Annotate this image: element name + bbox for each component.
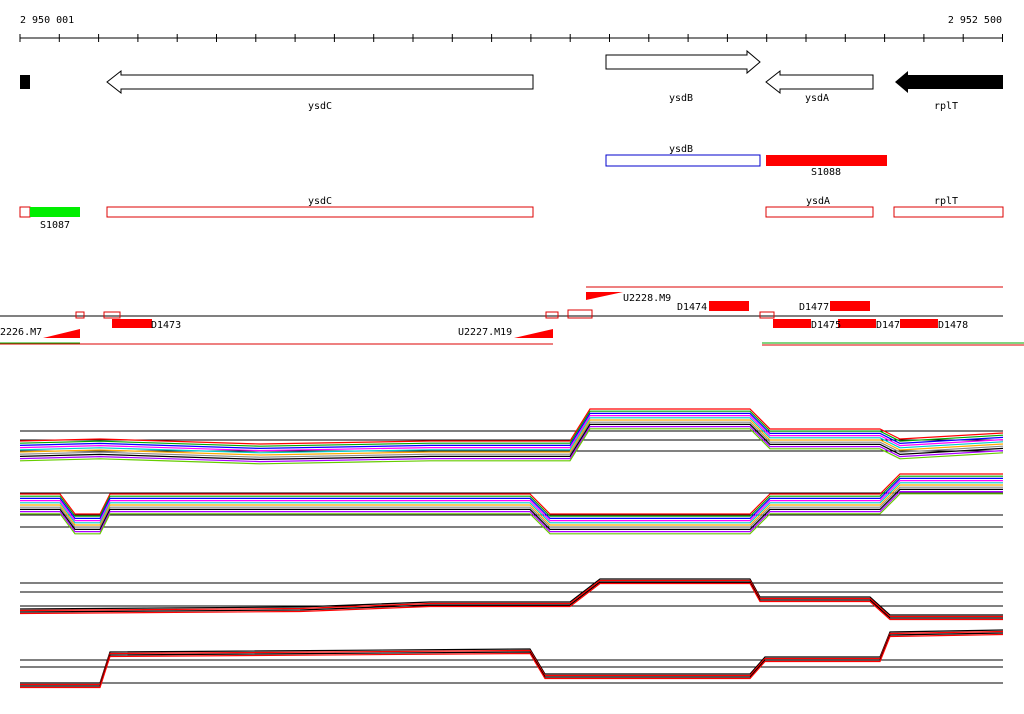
trace-line: [20, 477, 1003, 520]
trace-line: [20, 491, 1003, 533]
region-label: ysdB: [669, 144, 693, 155]
gene-track: [20, 49, 1003, 95]
annotation-label: ysdC: [308, 196, 332, 207]
trace-line: [19, 579, 1003, 618]
feature-label: U2227.M19: [458, 327, 512, 338]
trace-line: [19, 581, 1003, 619]
ruler-start: 2 950 001: [20, 15, 74, 26]
annotation-label: S1087: [40, 220, 70, 231]
ruler: [19, 34, 1003, 42]
trace-line: [20, 633, 1004, 689]
trace-line: [19, 417, 1004, 454]
feature-label: D147: [876, 320, 900, 331]
trace-line: [20, 482, 1003, 524]
trace-line: [20, 486, 1003, 528]
annotation-label: ysdA: [806, 196, 830, 207]
trace-line: [19, 426, 1004, 463]
trace-line: [19, 410, 1004, 447]
feature-label: U2228.M9: [623, 293, 671, 304]
trace-line: [20, 630, 1004, 686]
trace-line: [20, 493, 1003, 535]
feature-track: [0, 286, 1024, 346]
annotation-track: [19, 206, 1004, 218]
trace-line: [19, 423, 1004, 461]
trace-line: [19, 421, 1004, 458]
annotation-label: rplT: [934, 196, 958, 207]
gene-label: rplT: [934, 101, 958, 112]
trace-line: [20, 480, 1003, 522]
annotation-box: [30, 207, 80, 217]
feature-label: D1474: [677, 302, 707, 313]
gene-label: ysdB: [669, 93, 693, 104]
region-label: S1088: [811, 167, 841, 178]
trace-line: [19, 582, 1003, 621]
trace-line: [20, 484, 1003, 526]
feature-label: D1478: [938, 320, 968, 331]
feature-label: 2226.M7: [0, 327, 42, 338]
trace-line: [19, 428, 1004, 465]
feature-label: D1473: [151, 320, 181, 331]
feature-label: D1477: [799, 302, 829, 313]
gene-label: ysdA: [805, 93, 829, 104]
gene-label: ysdC: [308, 101, 332, 112]
trace-line: [19, 415, 1004, 452]
trace-line: [19, 408, 1004, 445]
trace-baselines: [20, 430, 1003, 684]
trace-line: [20, 475, 1003, 517]
trace-line: [20, 473, 1003, 515]
trace-line: [19, 578, 1003, 616]
trace-line: [20, 488, 1003, 531]
trace-line: [19, 419, 1004, 456]
traces: [19, 408, 1004, 689]
feature-label: D1475: [811, 320, 841, 331]
trace-line: [19, 412, 1004, 450]
region-box: [605, 154, 761, 167]
region-box: [766, 155, 887, 166]
ruler-end: 2 952 500: [948, 15, 1002, 26]
